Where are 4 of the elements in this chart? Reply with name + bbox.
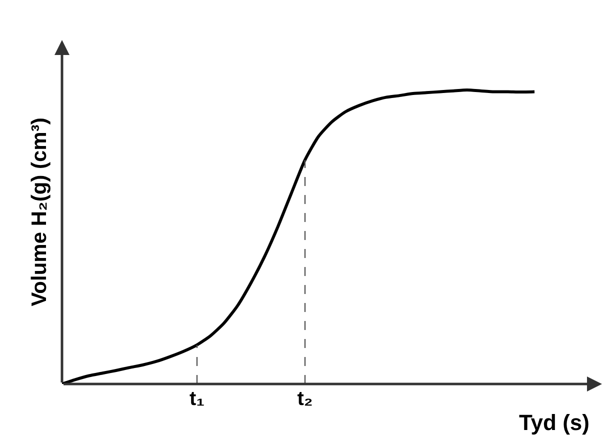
x-tick-label: t₁ (190, 388, 204, 410)
y-axis-title: Volume H₂(g) (cm³) (28, 118, 52, 306)
x-axis-title: Tyd (s) (519, 410, 590, 435)
x-tick-label: t₂ (297, 388, 313, 410)
